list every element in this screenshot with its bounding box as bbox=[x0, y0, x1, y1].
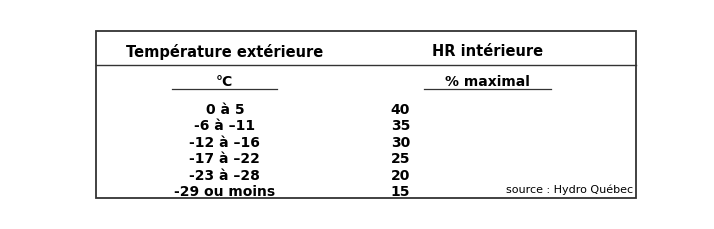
FancyBboxPatch shape bbox=[96, 32, 636, 199]
Text: % maximal: % maximal bbox=[446, 74, 530, 88]
Text: -12 à –16: -12 à –16 bbox=[189, 135, 261, 149]
Text: 0 à 5: 0 à 5 bbox=[206, 103, 244, 116]
Text: 40: 40 bbox=[391, 103, 411, 116]
Text: -23 à –28: -23 à –28 bbox=[189, 168, 261, 182]
Text: HR intérieure: HR intérieure bbox=[432, 44, 543, 59]
Text: -29 ou moins: -29 ou moins bbox=[174, 185, 276, 199]
Text: -6 à –11: -6 à –11 bbox=[194, 119, 256, 133]
Text: -17 à –22: -17 à –22 bbox=[189, 152, 261, 166]
Text: 30: 30 bbox=[391, 135, 410, 149]
Text: source : Hydro Québec: source : Hydro Québec bbox=[506, 184, 633, 194]
Text: °C: °C bbox=[216, 74, 233, 88]
Text: 15: 15 bbox=[391, 185, 411, 199]
Text: 35: 35 bbox=[391, 119, 411, 133]
Text: 20: 20 bbox=[391, 168, 411, 182]
Text: Température extérieure: Température extérieure bbox=[126, 43, 323, 59]
Text: 25: 25 bbox=[391, 152, 411, 166]
